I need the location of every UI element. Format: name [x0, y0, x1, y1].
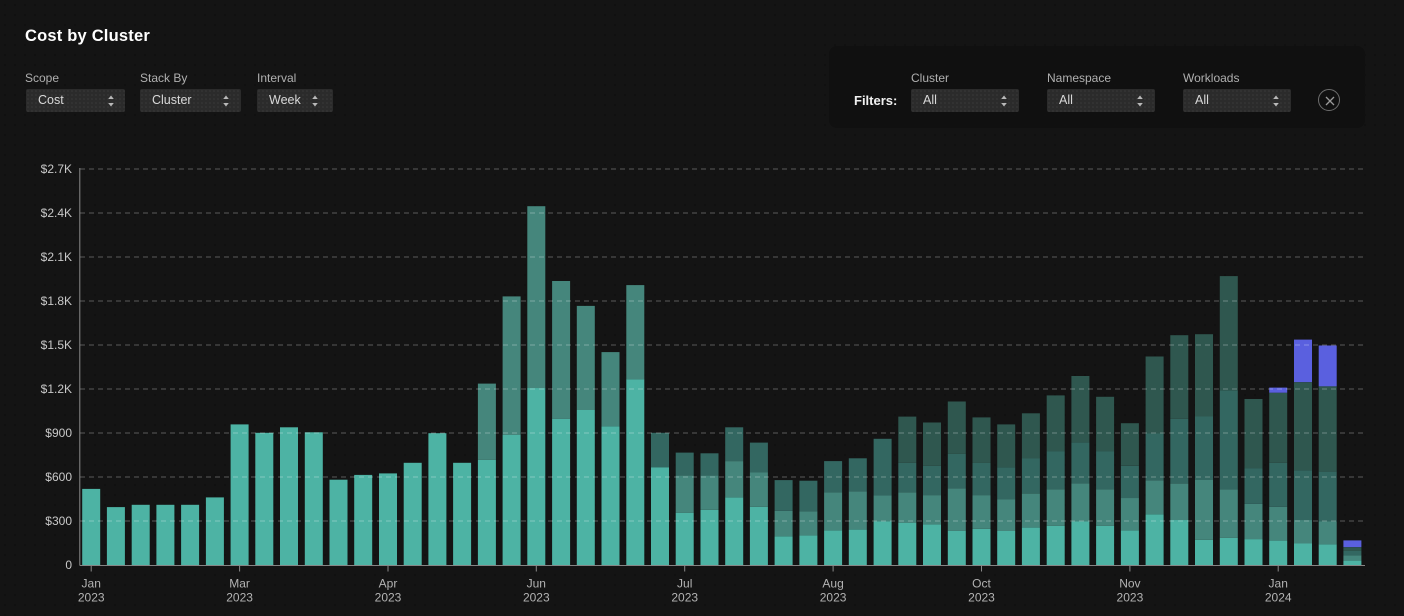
svg-text:$900: $900: [45, 426, 72, 440]
svg-text:$300: $300: [45, 514, 72, 528]
svg-text:Oct: Oct: [972, 577, 991, 591]
svg-text:2023: 2023: [820, 591, 847, 605]
svg-text:Jul: Jul: [677, 577, 692, 591]
svg-text:$600: $600: [45, 470, 72, 484]
svg-text:2023: 2023: [671, 591, 698, 605]
svg-text:Nov: Nov: [1119, 577, 1140, 591]
svg-text:2023: 2023: [1117, 591, 1144, 605]
svg-text:2024: 2024: [1265, 591, 1292, 605]
svg-text:$1.8K: $1.8K: [41, 294, 72, 308]
svg-text:$2.4K: $2.4K: [41, 206, 72, 220]
svg-text:2023: 2023: [78, 591, 105, 605]
svg-text:2023: 2023: [523, 591, 550, 605]
svg-text:$2.7K: $2.7K: [41, 162, 72, 176]
svg-text:$1.5K: $1.5K: [41, 338, 72, 352]
svg-text:$1.2K: $1.2K: [41, 382, 72, 396]
svg-text:0: 0: [65, 558, 72, 572]
svg-text:Jan: Jan: [82, 577, 101, 591]
svg-text:$2.1K: $2.1K: [41, 250, 72, 264]
svg-text:Aug: Aug: [822, 577, 843, 591]
svg-text:2023: 2023: [375, 591, 402, 605]
svg-text:Mar: Mar: [229, 577, 250, 591]
svg-text:Apr: Apr: [379, 577, 398, 591]
svg-text:Jun: Jun: [527, 577, 546, 591]
svg-text:2023: 2023: [968, 591, 995, 605]
svg-text:2023: 2023: [226, 591, 253, 605]
svg-text:Jan: Jan: [1269, 577, 1288, 591]
